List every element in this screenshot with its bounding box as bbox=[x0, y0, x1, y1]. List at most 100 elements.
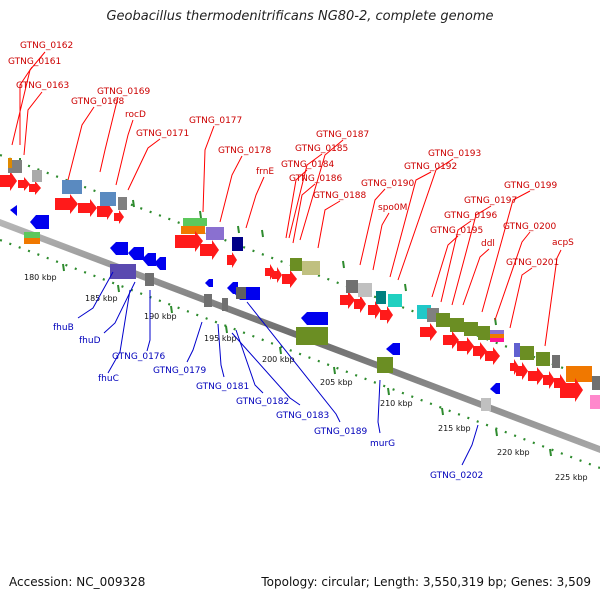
gene-arrow bbox=[110, 242, 128, 255]
gene-label: GTNG_0193 bbox=[428, 149, 481, 159]
gene-arrow bbox=[490, 383, 500, 394]
gene-arrow bbox=[485, 347, 500, 365]
gene-box bbox=[232, 237, 243, 251]
lower-tick-track bbox=[0, 238, 600, 470]
gene-box bbox=[302, 261, 320, 275]
gene-box bbox=[181, 226, 205, 234]
gene-box bbox=[592, 376, 600, 390]
gene-label: acpS bbox=[552, 238, 574, 248]
gene-arrow bbox=[142, 253, 156, 266]
gene-arrow bbox=[154, 257, 166, 270]
gene-box bbox=[24, 238, 40, 244]
tick-label: 205 kbp bbox=[320, 378, 353, 387]
forward-strand-features[interactable] bbox=[0, 158, 600, 409]
gene-label: spo0M bbox=[378, 203, 407, 213]
gene-box bbox=[376, 291, 386, 304]
gene-label: GTNG_0186 bbox=[289, 174, 343, 184]
gene-label: GTNG_0200 bbox=[503, 222, 557, 232]
tick-label: 215 kbp bbox=[438, 424, 471, 433]
gene-arrow bbox=[128, 247, 144, 260]
tick-label: 210 kbp bbox=[380, 399, 413, 408]
gene-arrow bbox=[380, 306, 393, 324]
gene-arrow bbox=[10, 205, 17, 216]
gene-box bbox=[346, 280, 358, 293]
gene-label: fhuC bbox=[98, 374, 119, 384]
gene-box bbox=[464, 322, 478, 336]
gene-arrow bbox=[114, 210, 124, 224]
gene-box bbox=[62, 180, 82, 194]
gene-label: GTNG_0192 bbox=[404, 162, 457, 172]
gene-label: GTNG_0176 bbox=[112, 352, 166, 362]
map-title: Geobacillus thermodenitrificans NG80-2, … bbox=[106, 9, 494, 24]
gene-box bbox=[388, 294, 402, 307]
gene-arrow bbox=[368, 301, 381, 319]
reverse-gene-labels[interactable]: fhuB fhuD fhuC GTNG_0176 GTNG_0179 GTNG_… bbox=[53, 323, 483, 481]
gene-arrow bbox=[0, 171, 17, 191]
gene-arrow bbox=[560, 378, 583, 402]
gene-arrow bbox=[272, 267, 282, 283]
gene-box bbox=[358, 283, 372, 297]
gene-label: GTNG_0184 bbox=[281, 160, 335, 170]
gene-label: GTNG_0163 bbox=[16, 81, 69, 91]
gene-label: GTNG_0189 bbox=[314, 427, 368, 437]
tick-label: 225 kbp bbox=[555, 473, 588, 482]
gene-arrow bbox=[18, 177, 30, 191]
gene-label: murG bbox=[370, 439, 395, 449]
gene-label: GTNG_0171 bbox=[136, 129, 189, 139]
gene-box bbox=[32, 170, 42, 182]
gene-arrow bbox=[55, 194, 78, 214]
gene-label: GTNG_0179 bbox=[153, 366, 207, 376]
gene-label: GTNG_0201 bbox=[506, 258, 559, 268]
gene-label: GTNG_0177 bbox=[189, 116, 242, 126]
tick-label: 190 kbp bbox=[144, 312, 177, 321]
gene-box bbox=[481, 398, 491, 411]
gene-arrow bbox=[457, 337, 474, 355]
gene-box bbox=[24, 232, 40, 238]
gene-label: GTNG_0187 bbox=[316, 130, 369, 140]
gene-box bbox=[490, 330, 504, 334]
tick-label: 180 kbp bbox=[24, 273, 57, 282]
gene-arrow bbox=[78, 199, 97, 217]
gene-label: GTNG_0188 bbox=[313, 191, 367, 201]
gene-box bbox=[110, 264, 136, 279]
gene-box bbox=[490, 338, 504, 342]
gene-box bbox=[8, 158, 12, 168]
tick-label: 200 kbp bbox=[262, 355, 295, 364]
gene-arrow bbox=[227, 282, 238, 294]
gene-box bbox=[377, 357, 393, 373]
gene-arrow bbox=[29, 181, 41, 195]
gene-label: GTNG_0185 bbox=[295, 144, 348, 154]
gene-label: GTNG_0169 bbox=[97, 87, 151, 97]
gene-label: GTNG_0168 bbox=[71, 97, 125, 107]
topology-text: Topology: circular; Length: 3,550,319 bp… bbox=[261, 575, 591, 589]
gene-label: GTNG_0161 bbox=[8, 57, 61, 67]
gene-box bbox=[222, 298, 228, 311]
reverse-strand-features[interactable] bbox=[10, 205, 500, 411]
gene-arrow bbox=[354, 295, 366, 313]
gene-arrow bbox=[516, 362, 528, 380]
gene-box bbox=[296, 327, 328, 345]
gene-label: GTNG_0182 bbox=[236, 397, 289, 407]
gene-label: GTNG_0202 bbox=[430, 471, 483, 481]
gene-arrow bbox=[443, 331, 459, 349]
gene-box bbox=[520, 346, 534, 360]
gene-box bbox=[236, 287, 246, 299]
gene-label: GTNG_0162 bbox=[20, 41, 73, 51]
gene-arrow bbox=[340, 291, 355, 309]
tick-labels: 180 kbp 185 kbp 190 kbp 195 kbp 200 kbp … bbox=[24, 273, 588, 482]
forward-gene-labels[interactable]: GTNG_0162 GTNG_0161 GTNG_0163 GTNG_0169 … bbox=[8, 41, 574, 268]
gene-box bbox=[436, 313, 450, 327]
gene-label: frnE bbox=[256, 167, 274, 177]
gene-label: GTNG_0190 bbox=[361, 179, 415, 189]
gene-box bbox=[490, 334, 504, 338]
gene-label: GTNG_0195 bbox=[430, 226, 483, 236]
reverse-leader-lines bbox=[77, 271, 479, 466]
gene-label: GTNG_0197 bbox=[464, 196, 517, 206]
gene-label: GTNG_0178 bbox=[218, 146, 272, 156]
gene-arrow bbox=[30, 215, 49, 229]
gene-box bbox=[514, 343, 520, 357]
gene-arrow bbox=[200, 240, 219, 260]
accession-text: Accession: NC_009328 bbox=[9, 575, 146, 589]
gene-box bbox=[566, 366, 592, 382]
